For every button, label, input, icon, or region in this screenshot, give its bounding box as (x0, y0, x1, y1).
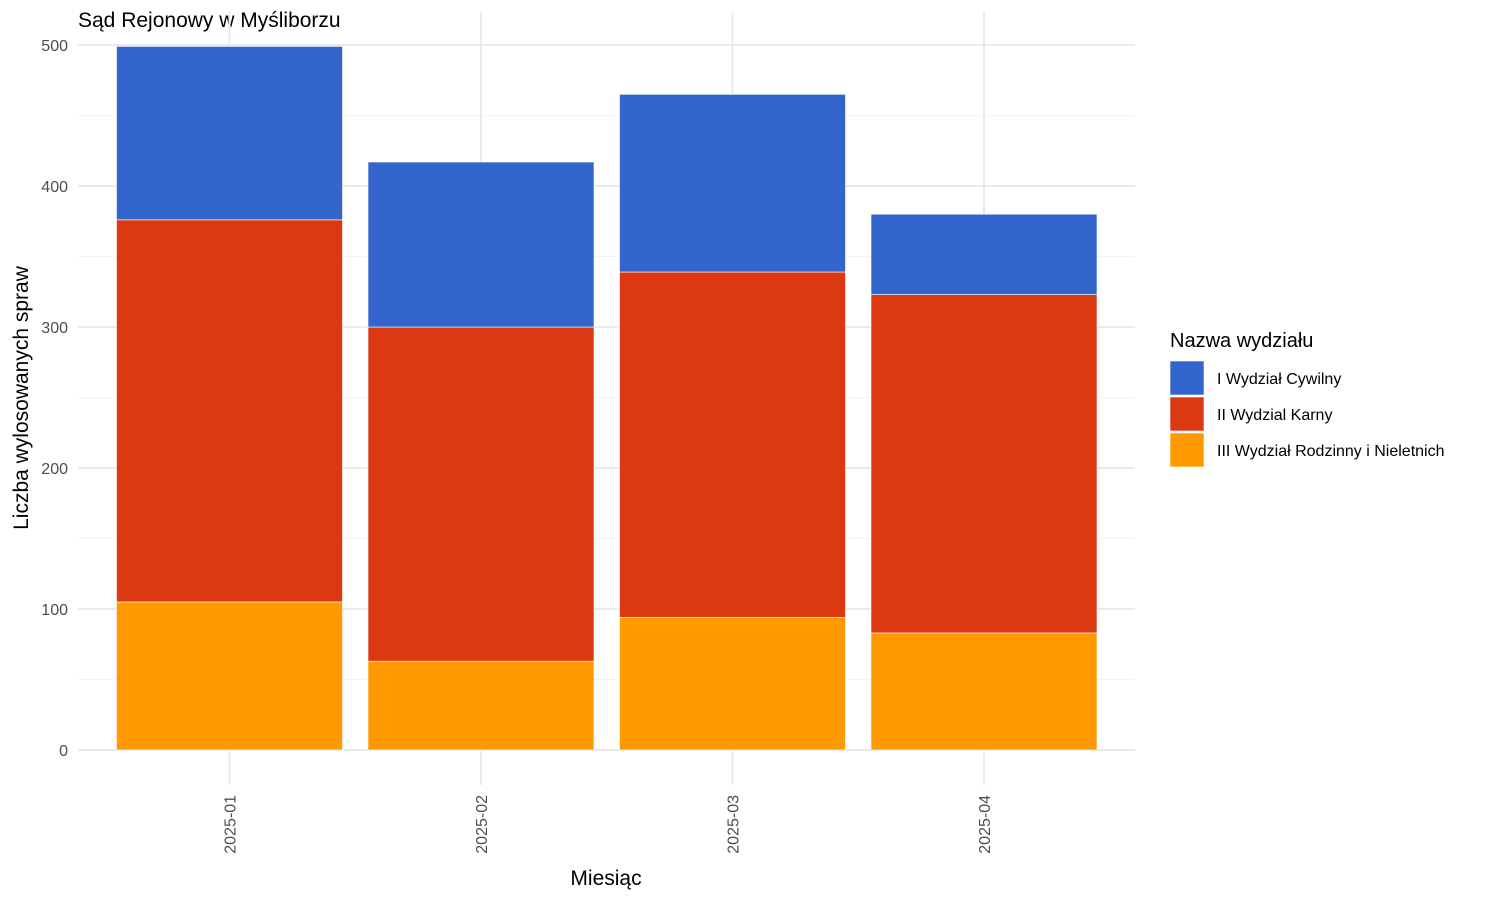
bar-segment (116, 601, 343, 751)
legend-key (1169, 360, 1205, 396)
x-tick-label: 2025-03 (726, 795, 743, 854)
legend: Nazwa wydziału I Wydział Cywilny II Wydzi… (1169, 330, 1445, 468)
y-tick-label: 400 (41, 179, 68, 196)
legend-key (1169, 396, 1205, 432)
bar-segment (870, 213, 1098, 295)
x-axis-ticks: 2025-01 2025-02 2025-03 2025-04 (223, 795, 995, 854)
x-tick-label: 2025-01 (223, 795, 240, 854)
x-tick-label: 2025-02 (474, 795, 491, 854)
legend-label: I Wydział Cywilny (1217, 371, 1341, 388)
bar-segment (619, 271, 846, 618)
bar-segment (870, 632, 1098, 751)
bar-segment (619, 94, 846, 273)
chart-title: Sąd Rejonowy w Myśliborzu (78, 9, 341, 32)
bar-segment (367, 660, 595, 751)
legend-title: Nazwa wydziału (1170, 330, 1313, 352)
y-axis-ticks: 0 100 200 300 400 500 (41, 38, 68, 760)
y-tick-label: 100 (41, 602, 68, 619)
bar-segment (367, 161, 595, 328)
bar-segment (367, 326, 595, 662)
x-axis-title: Miesiąc (570, 867, 641, 890)
y-tick-label: 300 (41, 320, 68, 337)
bar-segment (116, 46, 343, 221)
legend-label: II Wydzial Karny (1217, 407, 1332, 424)
bar-segment (116, 219, 343, 603)
y-tick-label: 0 (59, 743, 68, 760)
bars (116, 46, 1098, 751)
x-tick-label: 2025-04 (977, 795, 994, 854)
bar-segment (619, 617, 846, 751)
bar-segment (870, 294, 1098, 634)
legend-label: III Wydział Rodzinny i Nieletnich (1217, 443, 1445, 460)
y-tick-label: 500 (41, 38, 68, 55)
legend-key (1169, 432, 1205, 468)
y-tick-label: 200 (41, 461, 68, 478)
y-axis-title: Liczba wylosowanych spraw (10, 265, 33, 530)
